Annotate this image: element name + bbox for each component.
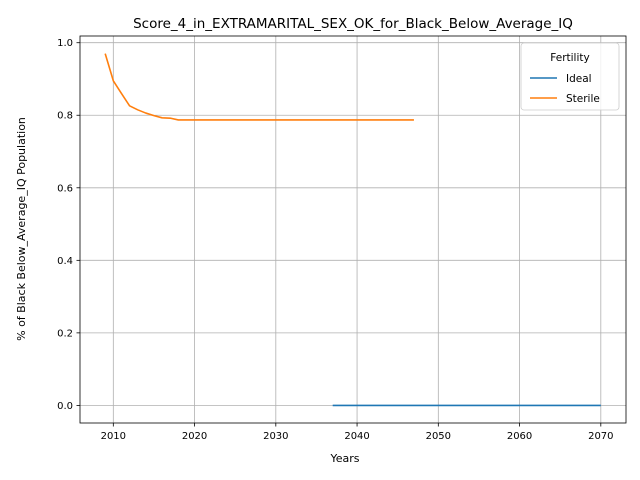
y-axis-label: % of Black Below_Average_IQ Population: [15, 117, 28, 341]
y-tick-label: 1.0: [57, 38, 73, 49]
y-tick-label: 0.2: [57, 328, 73, 339]
x-tick-label: 2040: [344, 431, 369, 442]
series-layer: [104, 53, 601, 407]
grid-layer: [80, 36, 626, 423]
x-tick-label: 2050: [426, 431, 451, 442]
legend-label-sterile: Sterile: [566, 93, 600, 105]
legend-box: [520, 42, 620, 111]
y-tick-label: 0.0: [57, 401, 73, 412]
y-tick-label: 0.6: [57, 183, 73, 194]
legend: Fertility Ideal Sterile: [520, 42, 620, 111]
x-tick-label: 2070: [588, 431, 613, 442]
x-axis-label: Years: [329, 452, 359, 465]
series-line-sterile: [104, 53, 414, 121]
legend-label-ideal: Ideal: [566, 73, 592, 85]
tick-layer: 2010 2020 2030 2040 2050 2060 2070 0.0 0.2 0.4 0.6…: [57, 38, 613, 442]
x-tick-label: 2060: [507, 431, 532, 442]
y-tick-label: 0.8: [57, 111, 73, 122]
x-tick-label: 2030: [263, 431, 288, 442]
x-tick-label: 2010: [101, 431, 126, 442]
y-tick-label: 0.4: [57, 256, 73, 267]
legend-title: Fertility: [550, 52, 589, 64]
chart-title: Score_4_in_EXTRAMARITAL_SEX_OK_for_Black…: [133, 16, 573, 32]
plot-frame: [79, 35, 627, 424]
x-tick-label: 2020: [182, 431, 207, 442]
